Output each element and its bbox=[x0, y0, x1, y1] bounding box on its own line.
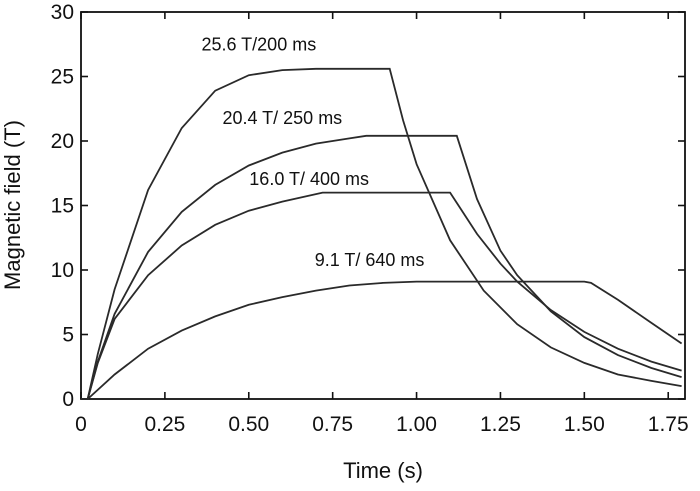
plot-frame bbox=[80, 11, 686, 400]
series-group bbox=[81, 67, 683, 400]
y-tick-label: 10 bbox=[51, 259, 74, 282]
x-tick-label: 1.50 bbox=[564, 413, 605, 436]
x-axis-title: Time (s) bbox=[343, 458, 423, 483]
x-tick-label: 1.25 bbox=[480, 413, 521, 436]
y-tick-label: 15 bbox=[51, 195, 74, 218]
annotation-group: 25.6 T/200 ms 20.4 T/ 250 ms 16.0 T/ 400 m… bbox=[201, 35, 424, 270]
series-annotation: 25.6 T/200 ms bbox=[201, 35, 316, 55]
series-line-1 bbox=[81, 67, 682, 400]
x-tick-label: 0.50 bbox=[228, 413, 269, 436]
y-tick-label: 0 bbox=[62, 388, 74, 411]
series-line-2 bbox=[81, 134, 682, 400]
x-axis: 0 0.25 0.50 0.75 1.00 1.25 1.50 1.75 bbox=[75, 12, 689, 436]
series-line-4 bbox=[81, 280, 683, 400]
y-tick-label: 30 bbox=[51, 1, 74, 24]
series-annotation: 16.0 T/ 400 ms bbox=[249, 169, 369, 189]
y-tick-label: 5 bbox=[62, 324, 74, 347]
x-tick-label: 0.25 bbox=[144, 413, 185, 436]
x-tick-label: 1.00 bbox=[396, 413, 437, 436]
series-line-3 bbox=[81, 191, 682, 400]
series-annotation: 9.1 T/ 640 ms bbox=[315, 250, 425, 270]
y-tick-label: 25 bbox=[51, 66, 74, 89]
y-axis-title: Magnetic field (T) bbox=[0, 120, 25, 290]
y-axis: 0 5 10 15 20 25 30 bbox=[51, 1, 685, 411]
x-tick-label: 0.75 bbox=[312, 413, 353, 436]
x-tick-label: 1.75 bbox=[648, 413, 689, 436]
x-tick-label: 0 bbox=[75, 413, 87, 436]
series-annotation: 20.4 T/ 250 ms bbox=[222, 108, 342, 128]
y-tick-label: 20 bbox=[51, 130, 74, 153]
